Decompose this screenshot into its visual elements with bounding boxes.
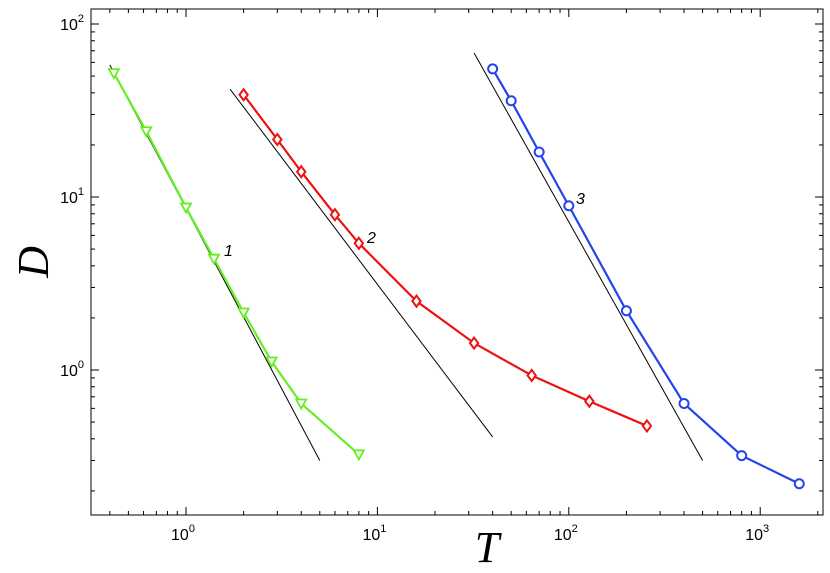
series-2-point bbox=[641, 418, 653, 434]
series-1-point bbox=[179, 202, 193, 215]
series-2-line bbox=[242, 94, 648, 427]
series-1 bbox=[107, 68, 366, 462]
series-1-point bbox=[139, 126, 153, 139]
series-3-point bbox=[620, 305, 632, 317]
series-2-point bbox=[353, 236, 365, 251]
series-2 bbox=[238, 87, 653, 434]
series-3-point bbox=[487, 63, 499, 75]
series-3-point bbox=[736, 450, 748, 462]
series-2-point bbox=[468, 335, 480, 351]
series-1-point bbox=[265, 356, 279, 369]
plot-frame bbox=[90, 8, 824, 516]
series-2-point bbox=[329, 207, 341, 222]
series-2-point bbox=[411, 293, 422, 309]
series-1-point bbox=[294, 398, 308, 411]
series-2-point bbox=[583, 394, 595, 409]
series-3-point bbox=[793, 478, 805, 490]
series-1-point bbox=[207, 253, 221, 266]
series-1-line bbox=[112, 72, 360, 456]
curve-label-1: 1 bbox=[224, 243, 233, 260]
y-axis-title: D bbox=[9, 246, 58, 279]
series-3 bbox=[487, 63, 805, 490]
series-3-point bbox=[678, 398, 690, 410]
reference-lines bbox=[109, 52, 704, 461]
series-layer bbox=[107, 63, 805, 490]
reference-line-2 bbox=[229, 88, 494, 438]
y-tick-label: 102 bbox=[60, 13, 84, 34]
series-3-line bbox=[491, 68, 800, 485]
series-3-point bbox=[533, 146, 545, 158]
curve-label-2: 2 bbox=[366, 230, 376, 247]
reference-line-3 bbox=[473, 52, 704, 461]
series-1-point bbox=[107, 68, 121, 80]
curve-labels: 1 2 3 bbox=[224, 191, 585, 260]
series-2-point bbox=[526, 368, 538, 383]
series-3-point bbox=[505, 95, 517, 107]
series-2-point bbox=[238, 87, 249, 102]
series-3-point bbox=[563, 200, 575, 212]
ticks-layer: 100 101 102 103 100 101 102 bbox=[60, 9, 823, 544]
y-tick-label: 101 bbox=[60, 186, 84, 207]
x-tick-label: 100 bbox=[171, 523, 195, 544]
series-2-point bbox=[295, 164, 307, 179]
curve-label-3: 3 bbox=[576, 191, 585, 208]
series-1-point bbox=[352, 449, 366, 462]
x-tick-label: 102 bbox=[554, 523, 578, 544]
series-2-point bbox=[271, 132, 283, 147]
x-tick-label: 101 bbox=[362, 523, 386, 544]
x-axis-title: T bbox=[475, 523, 503, 572]
x-tick-label: 103 bbox=[745, 523, 769, 544]
y-tick-label: 100 bbox=[60, 359, 84, 380]
series-1-point bbox=[237, 307, 251, 320]
